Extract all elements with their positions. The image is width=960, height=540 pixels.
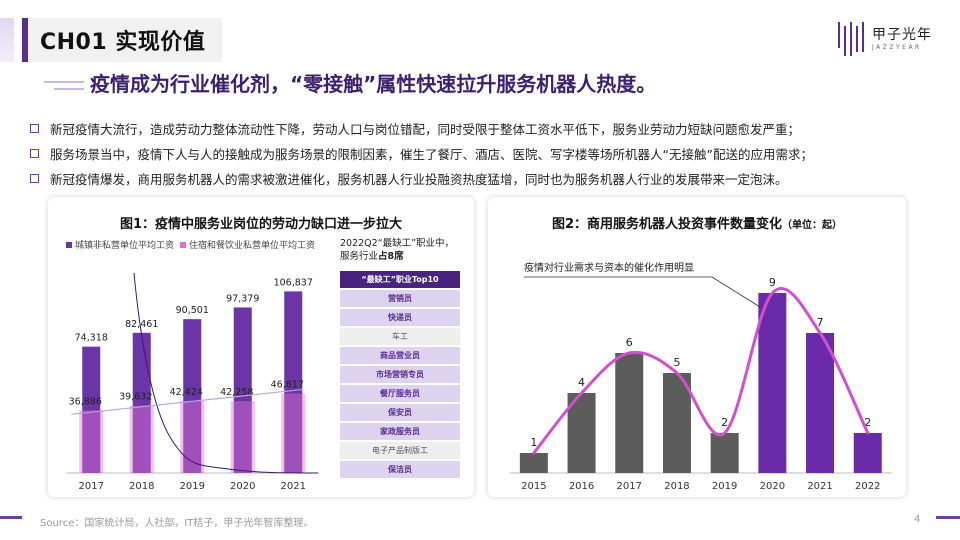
bar-2020 xyxy=(758,293,787,473)
brand-logo: 甲子光年 JAZZYEAR xyxy=(836,20,936,60)
x-tick-label: 2018 xyxy=(664,481,689,492)
x-tick-label: 2021 xyxy=(281,481,306,492)
bar-series1-2019 xyxy=(183,319,202,473)
job-item: 餐厅服务员 xyxy=(340,385,460,402)
headline: 疫情成为行业催化剂，“零接触”属性快速拉升服务机器人热度。 xyxy=(90,72,657,96)
job-list: 2022Q2“最缺工”职业中， 服务行业占8席 “最缺工”职业Top10 营销员… xyxy=(340,237,460,480)
job-item: 车工 xyxy=(340,328,460,345)
bar-2015 xyxy=(519,453,548,473)
job-items: 营销员快递员车工商品营业员市场营销专员 餐厅服务员保安员家政服务员电子产品制版工保… xyxy=(340,290,460,478)
source-note: Source：国家统计局，人社部，IT桔子，甲子光年智库整理。 xyxy=(40,518,314,529)
job-item: 商品营业员 xyxy=(340,347,460,364)
job-item: 市场营销专员 xyxy=(340,366,460,383)
x-tick-label: 2017 xyxy=(617,481,642,492)
job-item: 快递员 xyxy=(340,309,460,326)
chart1-legend: 城镇非私营单位平均工资 住宿和餐饮业私营单位平均工资 xyxy=(66,238,321,251)
data-label-series2: 39,632 xyxy=(119,392,152,403)
legend-swatch xyxy=(66,241,72,248)
bar-series2-2018 xyxy=(129,405,154,473)
decline-curve xyxy=(133,272,319,474)
x-tick-label: 2019 xyxy=(180,481,205,492)
x-tick-label: 2020 xyxy=(760,481,785,492)
job-item: 营销员 xyxy=(340,290,460,307)
legend-swatch xyxy=(180,241,187,248)
x-tick-label: 2019 xyxy=(712,481,737,492)
data-label-series1: 106,837 xyxy=(274,277,313,288)
legend-item-series1: 城镇非私营单位平均工资 xyxy=(66,238,174,251)
data-label-series1: 74,318 xyxy=(75,333,108,344)
bullet-square-icon xyxy=(30,149,39,158)
data-label: 1 xyxy=(530,436,537,449)
bar-series2-2020 xyxy=(230,401,255,473)
x-tick-label: 2020 xyxy=(230,481,255,492)
data-label-series1: 97,379 xyxy=(226,293,259,304)
logo-subtext: JAZZYEAR xyxy=(872,44,922,51)
data-label-series2: 42,424 xyxy=(170,387,203,398)
trend-curve xyxy=(532,287,870,455)
bar-series1-2021 xyxy=(284,291,303,473)
bar-2018 xyxy=(662,373,691,473)
bar-series1-2018 xyxy=(132,332,151,473)
bullet-item: 新冠疫情大流行，造成劳动力整体流动性下降，劳动人口与岗位错配，同时受限于整体工资… xyxy=(30,116,930,141)
data-label: 4 xyxy=(578,376,585,389)
data-label: 5 xyxy=(673,356,680,369)
logo-mark-icon xyxy=(838,22,864,56)
job-list-heading: 2022Q2“最缺工”职业中， 服务行业占8席 xyxy=(340,238,455,262)
job-item: 电子产品制版工 xyxy=(340,442,460,459)
x-tick-label: 2015 xyxy=(521,481,546,492)
chart2-annotation: 疫情对行业需求与资本的催化作用明显 xyxy=(524,261,694,274)
x-tick-label: 2018 xyxy=(129,481,154,492)
data-label: 2 xyxy=(721,416,728,429)
bar-2016 xyxy=(567,393,596,473)
chart2-panel: 图2：商用服务机器人投资事件数量变化（单位：起） 1 2015 4 2016 6 2017… xyxy=(488,197,906,497)
data-label-series1: 82,461 xyxy=(125,319,158,330)
data-label: 7 xyxy=(817,316,824,329)
x-tick-label: 2022 xyxy=(855,481,880,492)
x-tick-label: 2017 xyxy=(79,481,104,492)
headline-lines-icon xyxy=(44,81,84,90)
chart2-plot: 1 2015 4 2016 6 2017 5 2018 2 2019 9 2020 7 2021 2 2022… xyxy=(510,261,892,492)
annotation-leader-line xyxy=(711,276,761,308)
legend-item-series2: 住宿和餐饮业私营单位平均工资 xyxy=(180,238,315,251)
logo-text: 甲子光年 xyxy=(872,27,932,43)
bar-series2-2017 xyxy=(79,410,104,473)
bar-2021 xyxy=(806,333,835,473)
bullet-square-icon xyxy=(30,124,39,133)
chart1-title: 图1：疫情中服务业岗位的劳动力缺口进一步拉大 xyxy=(119,217,403,232)
job-item: 家政服务员 xyxy=(340,423,460,440)
data-label-series1: 90,501 xyxy=(176,305,209,316)
section-header: CH01 实现价值 xyxy=(22,18,222,62)
bar-series2-2019 xyxy=(180,400,205,473)
chart1-plot: 74,318 36,886 2017 82,461 39,632 2018 90,501 42… xyxy=(66,272,319,492)
footer-accent-left xyxy=(0,516,22,519)
bullet-list: 新冠疫情大流行，造成劳动力整体流动性下降，劳动人口与岗位错配，同时受限于整体工资… xyxy=(30,116,930,191)
chart1-panel: 图1：疫情中服务业岗位的劳动力缺口进一步拉大 城镇非私营单位平均工资 住宿和餐饮… xyxy=(48,197,474,497)
section-title: CH01 实现价值 xyxy=(40,30,206,55)
x-tick-label: 2021 xyxy=(807,481,832,492)
bar-series1-2020 xyxy=(233,307,252,473)
series2-trend-line xyxy=(71,388,304,415)
data-label: 2 xyxy=(864,416,871,429)
bar-series2-2021 xyxy=(281,393,306,473)
job-item: 保安员 xyxy=(340,404,460,421)
bar-2017 xyxy=(615,353,644,473)
data-label: 6 xyxy=(626,336,633,349)
x-tick-label: 2016 xyxy=(569,481,594,492)
bullet-item: 新冠疫情爆发，商用服务机器人的需求被激进催化，服务机器人行业投融资热度猛增，同时… xyxy=(30,166,930,191)
job-list-title: “最缺工”职业Top10 xyxy=(340,271,460,288)
bar-2022 xyxy=(853,433,882,473)
bar-2019 xyxy=(710,433,739,473)
data-label: 9 xyxy=(769,276,776,289)
data-label-series2: 36,886 xyxy=(69,396,102,407)
page-number: 4 xyxy=(914,514,921,525)
footer-accent-right xyxy=(936,516,960,519)
chart2-title: 图2：商用服务机器人投资事件数量变化（单位：起） xyxy=(551,217,843,232)
bullet-square-icon xyxy=(30,174,39,183)
bar-series1-2017 xyxy=(82,346,101,473)
data-label-series2: 42,258 xyxy=(220,387,253,398)
data-label-series2: 46,817 xyxy=(271,379,304,390)
bullet-item: 服务场景当中，疫情下人与人的接触成为服务场景的限制因素，催生了餐厅、酒店、医院、… xyxy=(30,141,930,166)
job-item: 保洁员 xyxy=(340,461,460,478)
header-accent-bar xyxy=(0,18,14,62)
